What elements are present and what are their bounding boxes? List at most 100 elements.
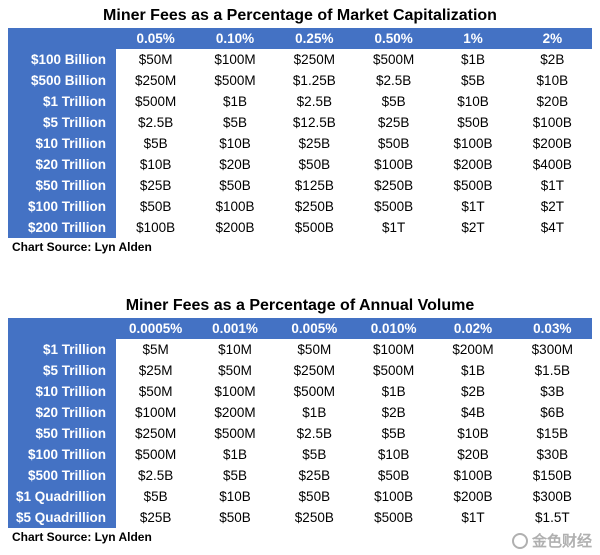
table-cell: $1B xyxy=(274,402,354,423)
table-cell: $150B xyxy=(512,465,592,486)
table-row: $500 Trillion $2.5B $5B $25B $50B $100B $150B xyxy=(8,465,592,486)
table-cell: $100B xyxy=(353,154,434,175)
table-cell: $10B xyxy=(195,486,275,507)
jinse-logo-icon xyxy=(511,532,528,549)
row-header: $10 Trillion xyxy=(8,133,116,154)
table-cell: $200B xyxy=(433,486,513,507)
column-header: 0.001% xyxy=(195,318,275,339)
table-cell: $1B xyxy=(353,381,434,402)
row-header: $20 Trillion xyxy=(8,402,116,423)
table-cell: $2T xyxy=(433,217,513,238)
table-cell: $5B xyxy=(353,423,434,444)
column-header: 0.005% xyxy=(274,318,354,339)
watermark-text: 金色财经 xyxy=(531,533,592,550)
table-cell: $500B xyxy=(274,217,354,238)
row-header: $200 Trillion xyxy=(8,217,116,238)
column-header: 0.0005% xyxy=(116,318,196,339)
table-row: $1 Trillion $500M $1B $2.5B $5B $10B $20B xyxy=(8,91,592,112)
table-cell: $2.5B xyxy=(116,465,196,486)
table-cell: $100M xyxy=(195,49,275,70)
table-row: $100 Billion $50M $100M $250M $500M $1B $2B xyxy=(8,49,592,70)
table-cell: $5B xyxy=(195,112,275,133)
table-cell: $1.5T xyxy=(512,507,592,528)
table-cell: $300B xyxy=(512,486,592,507)
table-cell: $15B xyxy=(512,423,592,444)
table-cell: $2B xyxy=(353,402,434,423)
column-header: 0.50% xyxy=(353,28,434,49)
table-cell: $12.5B xyxy=(274,112,354,133)
table-cell: $5B xyxy=(433,70,513,91)
row-header: $10 Trillion xyxy=(8,381,116,402)
table-cell: $5B xyxy=(274,444,354,465)
market-cap-table-title: Miner Fees as a Percentage of Market Cap… xyxy=(103,7,497,24)
column-header: 0.02% xyxy=(433,318,513,339)
table-row: $10 Trillion $50M $100M $500M $1B $2B $3B xyxy=(8,381,592,402)
table-cell: $50M xyxy=(274,339,354,360)
table-cell: $5B xyxy=(353,91,434,112)
table-cell: $6B xyxy=(512,402,592,423)
table-row: $100 Trillion $500M $1B $5B $10B $20B $30B xyxy=(8,444,592,465)
table-cell: $1T xyxy=(433,196,513,217)
annual-volume-table-block: Miner Fees as a Percentage of Annual Vol… xyxy=(8,294,592,546)
table-cell: $250B xyxy=(274,196,354,217)
table-cell: $1T xyxy=(433,507,513,528)
table-cell: $4T xyxy=(512,217,592,238)
table-cell: $25B xyxy=(353,112,434,133)
table-cell: $500M xyxy=(116,91,196,112)
table-cell: $100B xyxy=(433,465,513,486)
row-header: $1 Trillion xyxy=(8,339,116,360)
table-cell: $2B xyxy=(512,49,592,70)
table-cell: $25B xyxy=(116,175,196,196)
table-row: $5 Trillion $25M $50M $250M $500M $1B $1.5B xyxy=(8,360,592,381)
table-cell: $20B xyxy=(195,154,275,175)
table-cell: $2.5B xyxy=(274,91,354,112)
table-cell: $25B xyxy=(116,507,196,528)
table-cell: $5B xyxy=(195,465,275,486)
column-header: 0.010% xyxy=(353,318,434,339)
table-cell: $4B xyxy=(433,402,513,423)
row-header: $50 Trillion xyxy=(8,175,116,196)
table-cell: $100B xyxy=(433,133,513,154)
table-cell: $2.5B xyxy=(353,70,434,91)
table-cell: $500B xyxy=(433,175,513,196)
row-header: $100 Trillion xyxy=(8,196,116,217)
table-cell: $300M xyxy=(512,339,592,360)
header-row: 0.05% 0.10% 0.25% 0.50% 1% 2% xyxy=(8,28,592,49)
table-cell: $500M xyxy=(195,70,275,91)
table-cell: $500M xyxy=(116,444,196,465)
table-cell: $10B xyxy=(353,444,434,465)
table-cell: $1B xyxy=(433,49,513,70)
table-cell: $10B xyxy=(116,154,196,175)
table-cell: $100B xyxy=(195,196,275,217)
table-cell: $50B xyxy=(353,133,434,154)
table-cell: $100B xyxy=(512,112,592,133)
table-row: $100 Trillion $50B $100B $250B $500B $1T $2T xyxy=(8,196,592,217)
row-header: $100 Billion xyxy=(8,49,116,70)
annual-volume-chart-source: Chart Source: Lyn Alden xyxy=(12,530,152,544)
table-cell: $25B xyxy=(274,465,354,486)
table-row: $1 Trillion $5M $10M $50M $100M $200M $300M xyxy=(8,339,592,360)
table-row: $5 Quadrillion $25B $50B $250B $500B $1T $1.5T xyxy=(8,507,592,528)
market-cap-chart-source: Chart Source: Lyn Alden xyxy=(12,240,152,254)
table-cell: $200M xyxy=(433,339,513,360)
table-cell: $25M xyxy=(116,360,196,381)
column-header: 0.10% xyxy=(195,28,275,49)
column-header: 2% xyxy=(512,28,592,49)
table-cell: $500M xyxy=(195,423,275,444)
annual-volume-table: 0.0005% 0.001% 0.005% 0.010% 0.02% 0.03% $1 T… xyxy=(8,318,592,528)
table-cell: $500B xyxy=(353,196,434,217)
table-cell: $200B xyxy=(512,133,592,154)
row-header: $5 Quadrillion xyxy=(8,507,116,528)
table-cell: $100M xyxy=(353,339,434,360)
table-cell: $500M xyxy=(353,49,434,70)
table-cell: $50B xyxy=(116,196,196,217)
table-cell: $30B xyxy=(512,444,592,465)
table-cell: $2B xyxy=(433,381,513,402)
row-header: $5 Trillion xyxy=(8,112,116,133)
table-cell: $100B xyxy=(353,486,434,507)
table-cell: $5M xyxy=(116,339,196,360)
table-cell: $250B xyxy=(274,507,354,528)
table-row: $50 Trillion $250M $500M $2.5B $5B $10B $15B xyxy=(8,423,592,444)
table-row: $200 Trillion $100B $200B $500B $1T $2T $4T xyxy=(8,217,592,238)
table-cell: $100M xyxy=(195,381,275,402)
